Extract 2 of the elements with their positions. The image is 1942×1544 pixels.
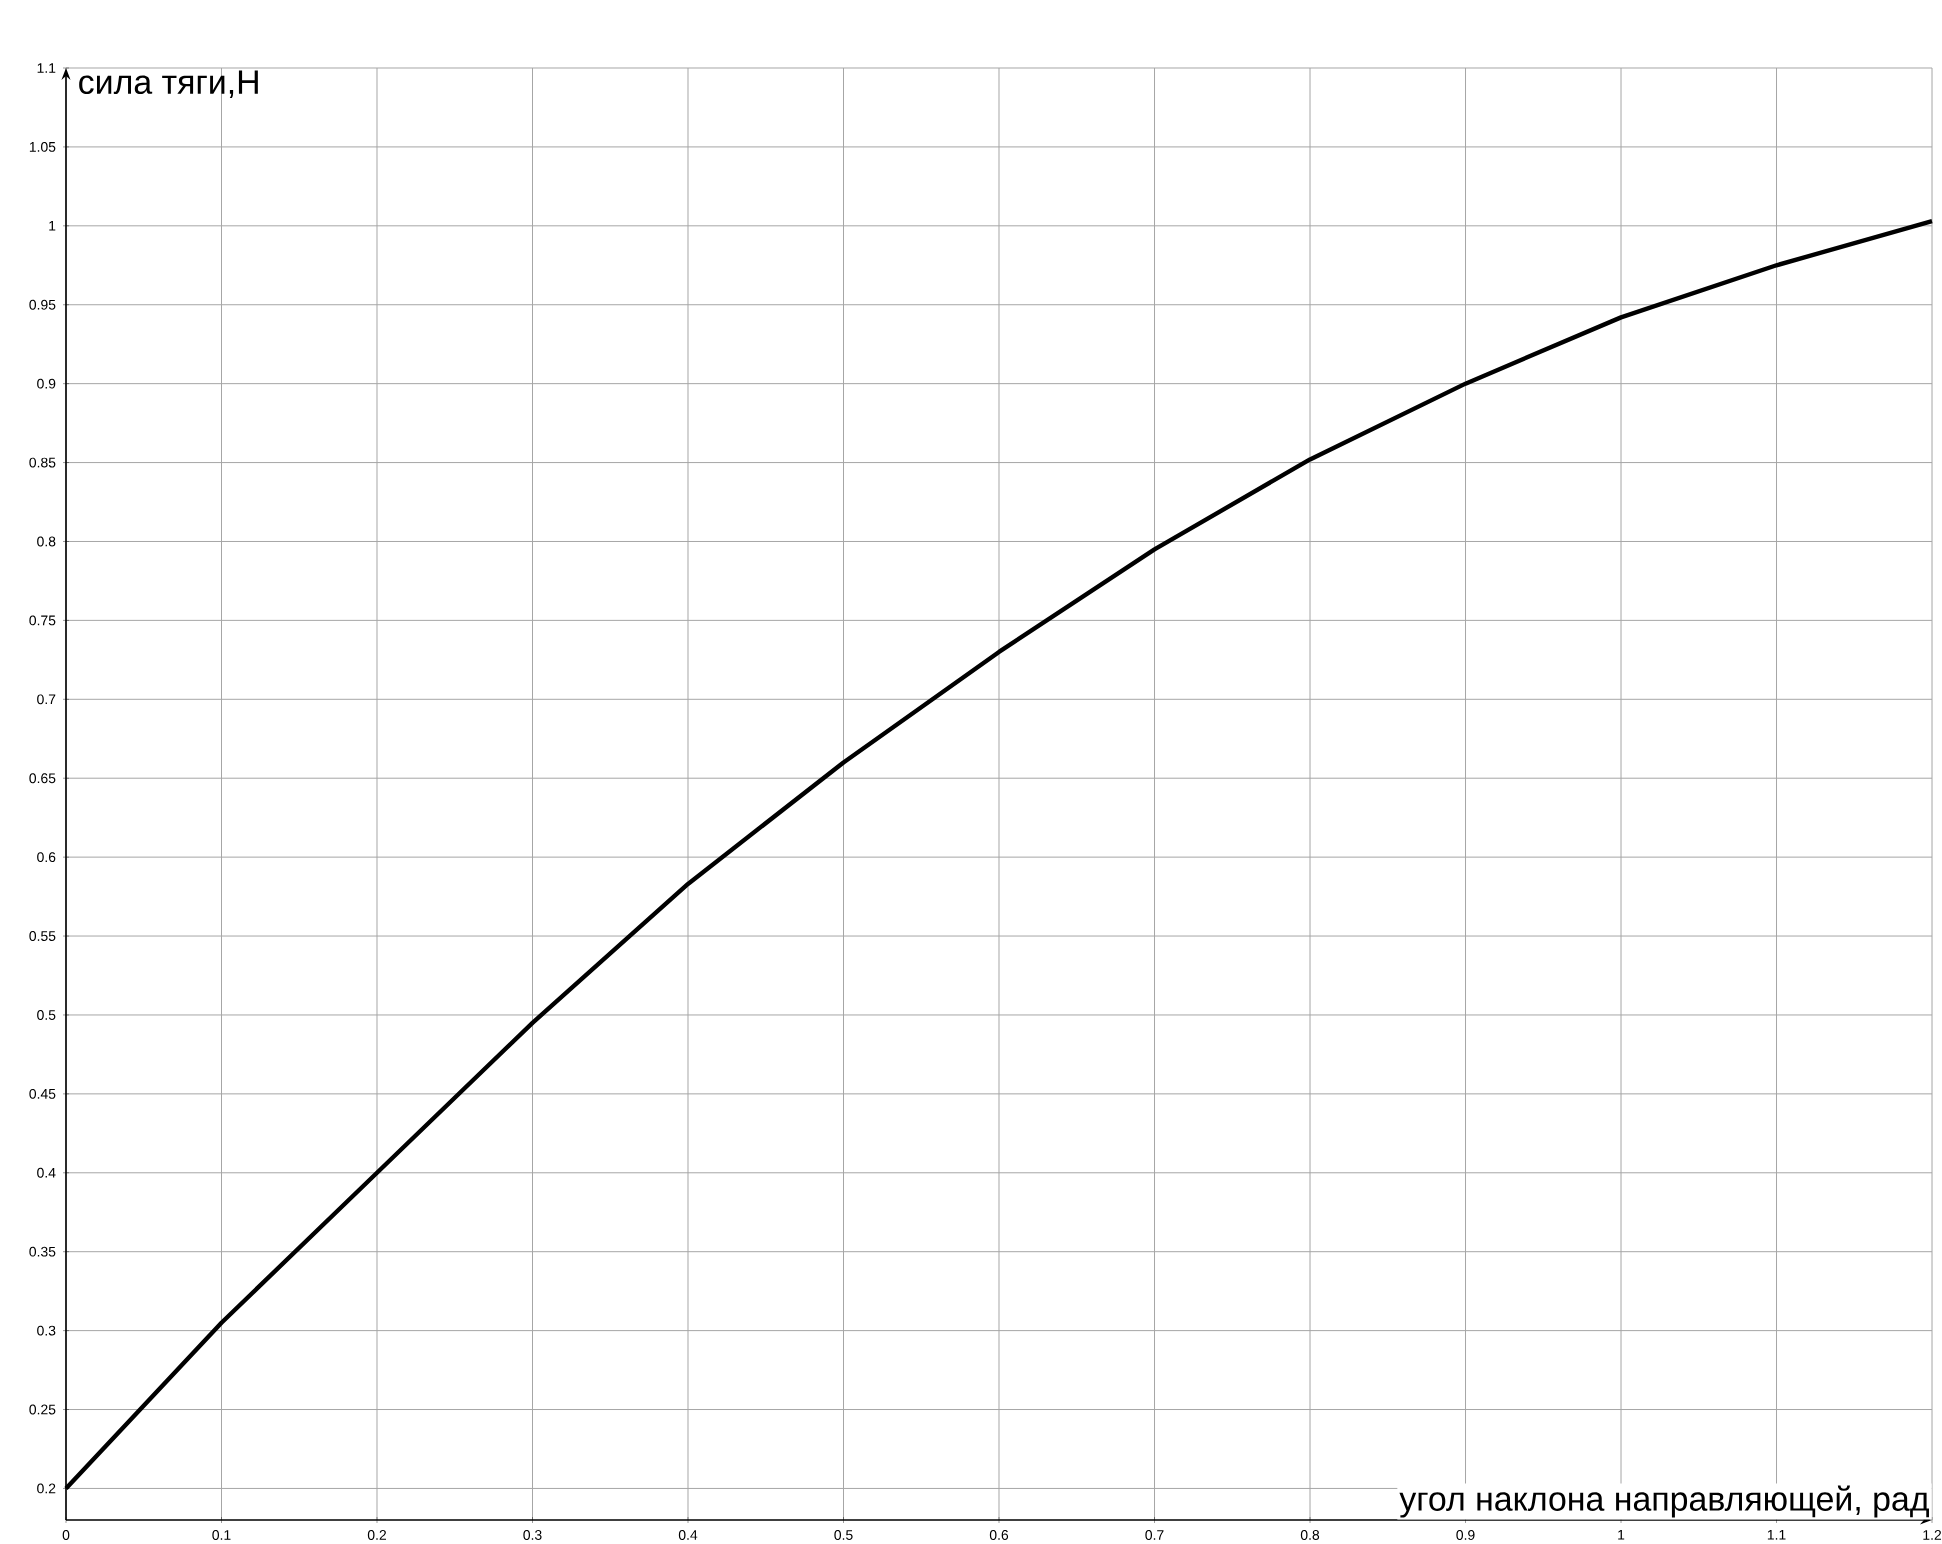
x-axis-title: угол наклона направляющей, рад [1399,1485,1929,1518]
y-axis-title: сила тяги,Н [79,70,258,99]
